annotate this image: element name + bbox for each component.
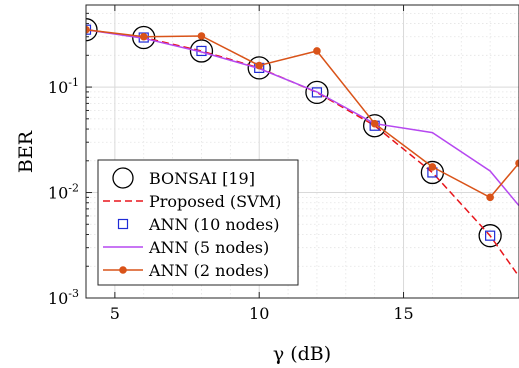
legend-marker (119, 266, 127, 274)
series-layer (86, 18, 519, 277)
data-point (370, 119, 379, 128)
legend-marker (112, 167, 134, 189)
data-point (197, 32, 206, 40)
data-point (428, 163, 437, 171)
series-1 (86, 28, 519, 277)
legend-label: ANN (5 nodes) (148, 238, 269, 257)
data-point (485, 230, 496, 241)
data-point (486, 193, 494, 202)
data-point (311, 87, 323, 98)
x-tick-label: 5 (110, 304, 120, 323)
legend-label: ANN (10 nodes) (148, 215, 279, 234)
data-point (478, 224, 502, 248)
data-point (515, 159, 519, 167)
data-point (132, 25, 156, 50)
legend-item: BONSAI [19] (112, 167, 255, 189)
data-point (247, 56, 271, 80)
axes-frame (85, 4, 519, 299)
legend-item: ANN (5 nodes) (103, 238, 269, 257)
axes: 5 10 15 10-3 10-2 10-1 (48, 4, 519, 323)
x-tick-label: 15 (393, 304, 413, 323)
legend-item: Proposed (SVM) (103, 192, 281, 211)
series-line (86, 28, 519, 277)
data-point (86, 18, 98, 42)
series-line (86, 28, 519, 207)
x-axis-label: γ (dB) (273, 343, 331, 365)
legend-label: Proposed (SVM) (149, 192, 281, 211)
legend-box (97, 159, 299, 286)
series-4 (86, 25, 519, 202)
legend-label: ANN (2 nodes) (148, 261, 269, 280)
legend: BONSAI [19] Proposed (SVM) ANN (10 nodes) A… (97, 159, 299, 286)
legend-item: ANN (10 nodes) (117, 215, 279, 234)
data-point (189, 39, 214, 63)
y-tick-label: 10-1 (48, 76, 79, 97)
data-point (86, 25, 90, 34)
y-axis-label: BER (15, 130, 37, 173)
series-3 (86, 28, 519, 207)
data-point (305, 80, 329, 105)
series-0 (86, 18, 502, 248)
data-point (313, 47, 321, 55)
data-point (255, 61, 264, 70)
data-point (139, 32, 148, 41)
legend-item: ANN (2 nodes) (103, 261, 269, 280)
legend-label: BONSAI [19] (149, 169, 255, 188)
y-tick-label: 10-2 (48, 182, 79, 203)
x-tick-label: 10 (249, 304, 269, 323)
y-tick-label: 10-3 (48, 287, 79, 308)
legend-marker (117, 218, 129, 230)
